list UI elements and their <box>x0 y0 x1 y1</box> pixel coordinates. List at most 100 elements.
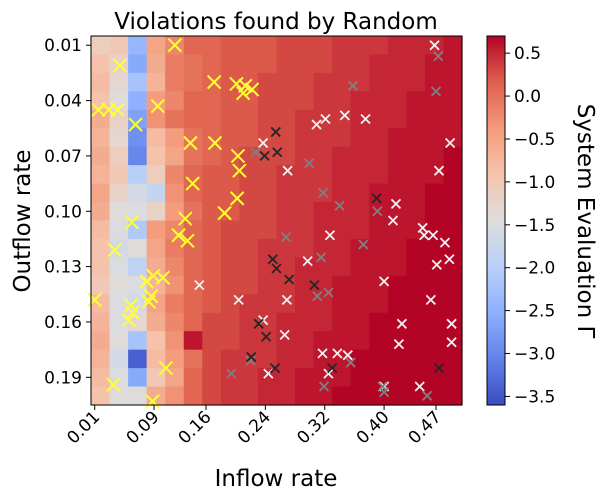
heatmap-cell <box>424 109 445 129</box>
heatmap-cell <box>406 368 426 388</box>
heatmap-cell <box>443 109 463 129</box>
heatmap-cell <box>239 36 259 56</box>
heatmap-cell <box>350 36 370 56</box>
violation-marker <box>360 113 371 125</box>
heatmap-cell <box>109 294 129 314</box>
heatmap-cell <box>369 54 389 74</box>
x-tick-label: 0.40 <box>353 407 394 448</box>
heatmap-cell <box>183 91 203 111</box>
heatmap-cell <box>350 165 370 185</box>
violation-marker <box>429 40 440 51</box>
heatmap-cell <box>369 294 389 314</box>
heatmap-cell <box>128 54 148 74</box>
heatmap-cell <box>350 54 370 74</box>
heatmap-cell <box>109 165 129 185</box>
heatmap-cell <box>350 275 370 295</box>
heatmap-cell <box>109 128 129 148</box>
heatmap-cell <box>109 36 129 56</box>
heatmap-cell <box>202 331 222 351</box>
heatmap-cell <box>295 146 315 166</box>
heatmap-cell <box>387 331 407 351</box>
heatmap-cell <box>387 165 407 185</box>
heatmap-cell <box>276 368 296 388</box>
heatmap-cell <box>387 109 407 129</box>
heatmap-cell <box>128 109 148 129</box>
heatmap-cell <box>128 368 148 388</box>
heatmap-cell <box>443 386 463 406</box>
heatmap-cell <box>350 386 370 406</box>
heatmap-cell <box>202 349 222 369</box>
heatmap-cell <box>295 331 315 351</box>
heatmap-cell <box>91 128 111 148</box>
heatmap-cell <box>332 294 352 314</box>
heatmap-cell <box>387 183 407 203</box>
heatmap-cell <box>406 275 426 295</box>
heatmap-cell <box>257 91 278 111</box>
x-axis-label: Inflow rate <box>215 466 338 492</box>
heatmap-cell <box>239 91 259 111</box>
heatmap-cell <box>146 312 166 332</box>
violation-marker <box>233 294 244 305</box>
heatmap-cell <box>109 275 129 295</box>
heatmap-cell <box>183 257 203 277</box>
heatmap-cell <box>276 202 296 222</box>
violation-marker <box>283 274 295 285</box>
heatmap-cell <box>406 183 426 203</box>
heatmap-cell <box>276 294 296 314</box>
violation-marker <box>238 78 253 94</box>
colorbar-tick-label: −3.0 <box>514 345 555 365</box>
heatmap-cell <box>313 331 333 351</box>
heatmap-cell <box>220 331 240 351</box>
violation-marker <box>244 82 260 97</box>
violation-marker <box>430 86 442 97</box>
heatmap-cell <box>313 128 333 148</box>
heatmap-cell <box>165 183 185 203</box>
heatmap-cell <box>183 36 203 56</box>
heatmap-cell <box>165 91 185 111</box>
y-tick-label: 0.13 <box>44 258 82 278</box>
heatmap-cell <box>276 312 296 332</box>
heatmap-cell <box>165 386 185 406</box>
heatmap-cell <box>350 91 370 111</box>
violation-marker <box>315 252 327 263</box>
heatmap-cell <box>276 386 296 406</box>
colorbar-tick-label: 0.5 <box>514 44 541 64</box>
colorbar-tick-label: −0.5 <box>514 130 555 150</box>
heatmap-cell <box>443 349 463 369</box>
heatmap-cell <box>220 349 240 369</box>
heatmap-cell <box>350 312 370 332</box>
x-tick-label: 0.32 <box>293 407 334 448</box>
heatmap-cell <box>91 275 111 295</box>
heatmap-cell <box>406 165 426 185</box>
heatmap-cell <box>295 238 315 258</box>
heatmap-cell <box>406 257 426 277</box>
heatmap-cell <box>109 257 129 277</box>
heatmap-cell <box>239 109 259 129</box>
heatmap-cell <box>369 257 389 277</box>
heatmap-cell <box>146 238 166 258</box>
heatmap-cell <box>443 238 463 258</box>
heatmap-cell <box>406 202 426 222</box>
heatmap-cell <box>369 183 389 203</box>
heatmap-cell <box>239 165 259 185</box>
heatmap-cell <box>91 312 111 332</box>
heatmap-cell <box>424 202 445 222</box>
heatmap-cell <box>350 349 370 369</box>
heatmap-cell <box>443 220 463 240</box>
heatmap-cell <box>350 368 370 388</box>
violation-marker <box>414 381 425 392</box>
heatmap-cell <box>91 165 111 185</box>
heatmap-cell <box>313 386 333 406</box>
heatmap-cell <box>183 165 203 185</box>
heatmap-cell <box>332 36 352 56</box>
violation-marker <box>342 350 353 361</box>
heatmap-cell <box>109 146 129 166</box>
heatmap-cell <box>146 91 166 111</box>
heatmap-cell <box>202 36 222 56</box>
heatmap-cell <box>220 72 240 92</box>
heatmap-cell <box>220 220 240 240</box>
heatmap-cell <box>406 109 426 129</box>
heatmap-cell <box>313 36 333 56</box>
violation-marker <box>323 287 334 298</box>
